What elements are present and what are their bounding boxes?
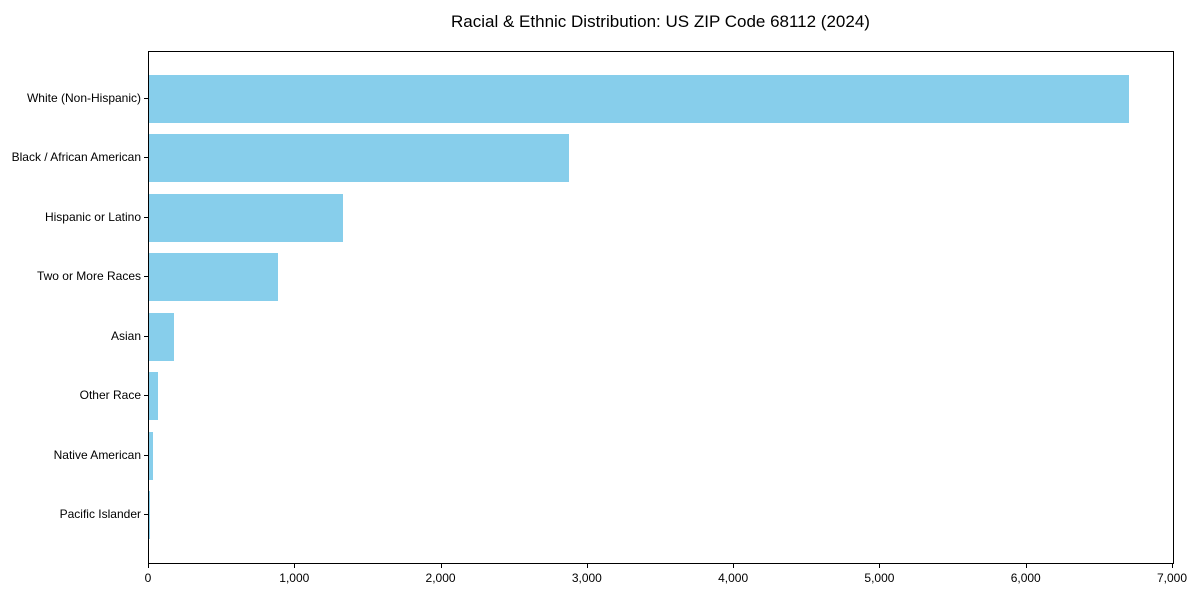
x-axis-tick-label: 0 <box>144 571 152 585</box>
y-axis-label: Pacific Islander <box>59 507 141 522</box>
y-axis-label: White (Non-Hispanic) <box>26 91 141 105</box>
x-axis-tick <box>586 564 588 568</box>
y-axis-tick <box>144 335 148 337</box>
bar <box>149 75 1130 123</box>
y-axis-tick <box>144 454 148 456</box>
x-axis-tick-label: 4,000 <box>718 571 749 585</box>
bar <box>149 193 343 242</box>
y-axis-tick <box>144 98 148 99</box>
y-axis-tick <box>144 395 148 397</box>
y-axis-tick <box>144 157 148 159</box>
x-axis-tick-label: 2,000 <box>425 571 456 585</box>
x-axis-tick <box>733 564 735 568</box>
bar <box>149 312 174 361</box>
chart-title: Racial & Ethnic Distribution: US ZIP Cod… <box>451 12 870 31</box>
y-axis-tick <box>144 514 148 516</box>
y-axis-label: Two or More Races <box>36 269 141 284</box>
x-axis-tick-label: 3,000 <box>571 571 602 585</box>
bar <box>149 372 158 421</box>
x-axis-tick-label: 6,000 <box>1010 571 1041 585</box>
x-axis-tick <box>1172 564 1173 568</box>
y-axis-tick <box>144 276 148 278</box>
y-axis-label: Hispanic or Latino <box>44 209 141 224</box>
y-axis-label: Native American <box>53 447 141 462</box>
x-axis-tick-label: 5,000 <box>864 571 895 585</box>
y-axis-label: Other Race <box>79 388 141 403</box>
x-axis-tick <box>440 564 442 568</box>
bar <box>149 253 279 302</box>
y-axis-label: Asian <box>110 328 141 343</box>
bar <box>149 431 153 480</box>
y-axis-label: Black / African American <box>11 150 141 165</box>
x-axis-tick-label: 7,000 <box>1156 571 1188 585</box>
x-axis-tick <box>879 564 881 568</box>
x-axis-tick <box>148 564 149 568</box>
x-axis-tick <box>1025 564 1027 568</box>
plot-area <box>148 51 1174 564</box>
x-axis-tick <box>294 564 296 568</box>
bar <box>149 134 569 183</box>
x-axis-tick-label: 1,000 <box>279 571 310 585</box>
y-axis-tick <box>144 216 148 218</box>
bar <box>149 491 150 540</box>
